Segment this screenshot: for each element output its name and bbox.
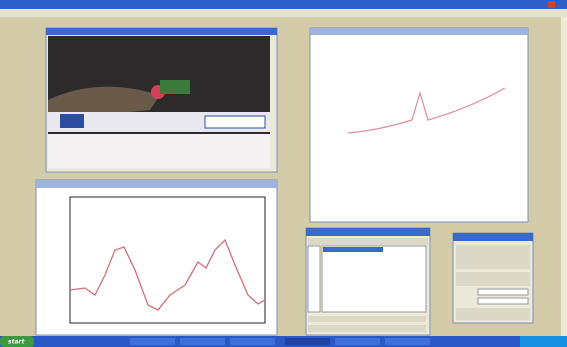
scrollbar [561,17,567,336]
graph-window [35,179,278,336]
window-title-bar [453,233,533,241]
task-button[interactable] [180,338,225,345]
app-title-bar [0,0,567,9]
close-button[interactable] [548,1,555,8]
text-field[interactable] [477,288,529,296]
trajectory [347,87,506,134]
task-button[interactable] [285,338,330,345]
path-window [309,27,529,223]
window-title-bar [36,180,277,188]
settings-dialog [452,232,534,324]
floor [48,134,270,168]
controls[interactable] [456,272,530,286]
video-window [45,27,278,173]
options-row [308,316,426,322]
banner [160,80,190,94]
task-button[interactable] [335,338,380,345]
window-title-bar [306,228,430,236]
list-dialog [305,227,431,336]
task-button[interactable] [130,338,175,345]
task-button[interactable] [385,338,430,345]
system-tray [520,336,567,347]
item-list[interactable] [321,245,427,313]
window-frame [309,27,529,223]
selected-item[interactable] [323,247,383,252]
window-title-bar [46,28,277,35]
color-list [307,245,321,313]
window-frame [35,179,278,336]
start-label[interactable]: start [8,339,25,346]
taskbar-bar [0,336,567,347]
taskbar: start [0,336,567,347]
window-title-bar [310,28,528,35]
controls[interactable] [456,245,530,269]
task-button[interactable] [230,338,275,345]
text-field[interactable] [477,297,529,305]
button-row[interactable] [308,325,426,332]
plot-line [69,238,266,311]
toolbar [308,238,428,245]
gymnast [48,86,160,120]
button-row[interactable] [456,308,530,320]
start-button[interactable] [0,336,34,347]
logo [60,114,84,128]
plot-frame [69,196,266,324]
sponsor [204,115,266,129]
menu-bar [0,9,567,17]
